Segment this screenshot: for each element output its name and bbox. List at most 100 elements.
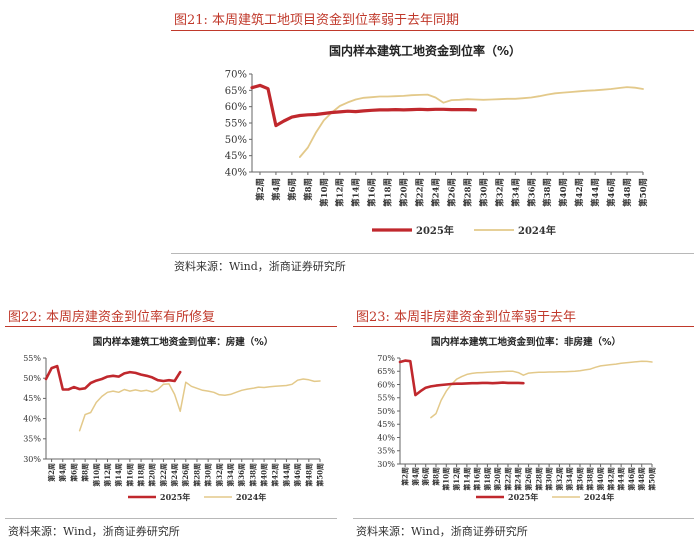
y-tick-label: 50%	[225, 135, 247, 146]
series-line-2025	[398, 359, 525, 397]
x-tick-label: 第34周	[565, 467, 574, 491]
x-tick-label: 第30周	[478, 178, 489, 207]
x-tick-label: 第42周	[574, 178, 585, 207]
x-tick-label: 第48周	[637, 467, 646, 491]
x-tick-label: 第36周	[575, 467, 584, 491]
x-tick-label: 第18周	[483, 467, 492, 491]
figure-23-title-rule	[353, 326, 694, 327]
x-tick-label: 第18周	[383, 178, 394, 207]
y-tick-label: 40%	[23, 414, 41, 423]
legend-label-2025: 2025年	[416, 224, 454, 237]
figure-22-title: 图22: 本周房建资金到位率有所修复	[8, 310, 216, 325]
x-tick-label: 第36周	[237, 463, 246, 487]
x-tick-label: 第24周	[514, 467, 523, 491]
y-tick-label: 60%	[377, 380, 395, 389]
x-tick-label: 第38周	[542, 178, 553, 207]
x-tick-label: 第24周	[431, 178, 442, 207]
figure-21-title-rule	[171, 30, 694, 31]
x-tick-label: 第10周	[92, 463, 101, 487]
x-tick-label: 第8周	[303, 178, 314, 201]
x-tick-label: 第48周	[304, 463, 313, 487]
x-tick-label: 第12周	[335, 178, 346, 207]
series-line-2024	[78, 378, 321, 432]
x-tick-label: 第4周	[58, 463, 67, 482]
x-tick-label: 第28周	[462, 178, 473, 207]
y-tick-label: 60%	[225, 102, 247, 113]
x-tick-label: 第32周	[494, 178, 505, 207]
figure-21-source-rule	[171, 253, 694, 254]
x-tick-label: 第46周	[293, 463, 302, 487]
y-tick-label: 40%	[225, 168, 247, 179]
figure-21-title: 图21: 本周建筑工地项目资金到位率弱于去年同期	[174, 13, 460, 28]
x-tick-label: 第28周	[192, 463, 201, 487]
x-tick-label: 第30周	[204, 463, 213, 487]
x-tick-label: 第46周	[606, 178, 617, 207]
figure-23-title: 图23: 本周非房建资金到位率弱于去年	[356, 310, 577, 325]
series-line-2025	[44, 364, 182, 391]
x-tick-label: 第50周	[315, 463, 324, 487]
series-line-2024	[299, 86, 644, 158]
x-tick-label: 第44周	[282, 463, 291, 487]
x-tick-label: 第6周	[69, 463, 78, 482]
x-tick-label: 第2周	[47, 463, 56, 482]
series-line-2025	[250, 83, 477, 128]
x-tick-label: 第36周	[526, 178, 537, 207]
x-tick-label: 第32周	[215, 463, 224, 487]
y-tick-label: 45%	[377, 420, 395, 429]
x-tick-label: 第42周	[606, 467, 615, 491]
y-tick-label: 45%	[23, 394, 41, 403]
x-tick-label: 第4周	[411, 467, 420, 486]
x-tick-label: 第18周	[137, 463, 146, 487]
x-tick-label: 第14周	[351, 178, 362, 207]
y-tick-label: 45%	[225, 151, 247, 162]
x-tick-label: 第6周	[421, 467, 430, 486]
x-tick-label: 第48周	[622, 178, 633, 207]
x-tick-label: 第38周	[248, 463, 257, 487]
figure-23-source-rule	[353, 518, 694, 519]
x-tick-label: 第14周	[462, 467, 471, 491]
y-tick-label: 50%	[23, 374, 41, 383]
x-tick-label: 第42周	[271, 463, 280, 487]
x-tick-label: 第26周	[524, 467, 533, 491]
x-tick-label: 第20周	[399, 178, 410, 207]
x-tick-label: 第4周	[271, 178, 282, 201]
y-tick-label: 40%	[377, 433, 395, 442]
x-tick-label: 第14周	[114, 463, 123, 487]
y-tick-label: 70%	[225, 70, 247, 81]
x-tick-label: 第22周	[415, 178, 426, 207]
x-tick-label: 第8周	[81, 463, 90, 482]
x-tick-label: 第10周	[442, 467, 451, 491]
x-tick-label: 第22周	[159, 463, 168, 487]
y-tick-label: 55%	[377, 394, 395, 403]
x-tick-label: 第26周	[181, 463, 190, 487]
y-tick-label: 35%	[377, 447, 395, 456]
x-tick-label: 第38周	[586, 467, 595, 491]
x-tick-label: 第12周	[452, 467, 461, 491]
x-tick-label: 第22周	[503, 467, 512, 491]
x-tick-label: 第24周	[170, 463, 179, 487]
x-tick-label: 第50周	[647, 467, 656, 491]
legend-label-2025: 2025年	[508, 492, 538, 502]
x-tick-label: 第40周	[558, 178, 569, 207]
x-tick-label: 第50周	[638, 178, 649, 207]
x-tick-label: 第8周	[431, 467, 440, 486]
figure-22-source: 资料来源：Wind，浙商证券研究所	[8, 525, 180, 538]
x-tick-label: 第34周	[510, 178, 521, 207]
x-tick-label: 第16周	[473, 467, 482, 491]
x-tick-label: 第16周	[367, 178, 378, 207]
figure-21-source: 资料来源：Wind，浙商证券研究所	[174, 260, 346, 273]
x-tick-label: 第12周	[103, 463, 112, 487]
x-tick-label: 第40周	[260, 463, 269, 487]
y-tick-label: 35%	[23, 435, 41, 444]
x-tick-label: 第2周	[255, 178, 266, 201]
y-tick-label: 50%	[377, 407, 395, 416]
x-tick-label: 第20周	[148, 463, 157, 487]
legend-label-2024: 2024年	[584, 492, 614, 502]
x-tick-label: 第46周	[627, 467, 636, 491]
x-tick-label: 第10周	[319, 178, 330, 207]
y-tick-label: 55%	[225, 119, 247, 130]
x-tick-label: 第20周	[493, 467, 502, 491]
